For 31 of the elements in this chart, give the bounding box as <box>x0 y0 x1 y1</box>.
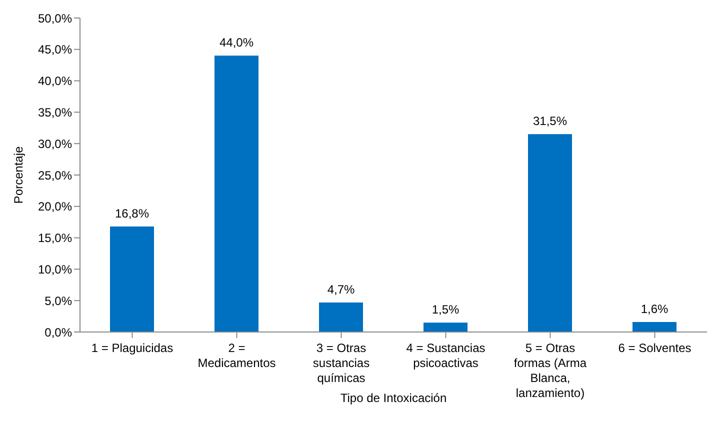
data-label: 1,6% <box>640 302 668 316</box>
x-tick-label: 4 = Sustancias psicoactivas <box>406 341 486 370</box>
x-axis-title: Tipo de Intoxicación <box>340 391 447 405</box>
bar <box>528 134 572 332</box>
x-tick-label: 6 = Solventes <box>618 341 692 355</box>
data-label: 1,5% <box>432 302 460 317</box>
y-tick-label: 0,0% <box>44 325 72 340</box>
y-tick-label: 15,0% <box>38 231 72 246</box>
data-label: 31,5% <box>532 114 568 128</box>
data-label: 4,7% <box>327 282 355 296</box>
x-tick-label: 1 = Plaguicidas <box>91 341 174 355</box>
bar <box>424 322 468 332</box>
y-tick-label: 30,0% <box>38 136 72 151</box>
y-axis-title: Porcentaje <box>11 146 26 204</box>
y-tick-label: 35,0% <box>38 105 72 120</box>
bar <box>319 302 363 332</box>
y-tick-label: 25,0% <box>38 168 72 182</box>
data-label: 44,0% <box>219 36 254 50</box>
bar <box>632 322 676 332</box>
y-tick-label: 50,0% <box>38 11 72 26</box>
y-tick-label: 5,0% <box>44 294 72 308</box>
x-tick-label: 2 = Medicamentos <box>198 341 276 370</box>
x-tick-label: 5 = Otras formas (Arma Blanca, lanzamiento) <box>514 341 587 400</box>
data-label: 16,8% <box>114 206 150 220</box>
x-tick-label: 3 = Otras sustancias químicas <box>312 341 370 385</box>
y-tick-label: 45,0% <box>38 42 72 57</box>
y-tick-label: 40,0% <box>38 74 72 88</box>
y-tick-label: 20,0% <box>38 200 72 214</box>
bar <box>214 56 258 332</box>
y-tick-label: 10,0% <box>38 262 72 276</box>
bar <box>110 226 154 332</box>
